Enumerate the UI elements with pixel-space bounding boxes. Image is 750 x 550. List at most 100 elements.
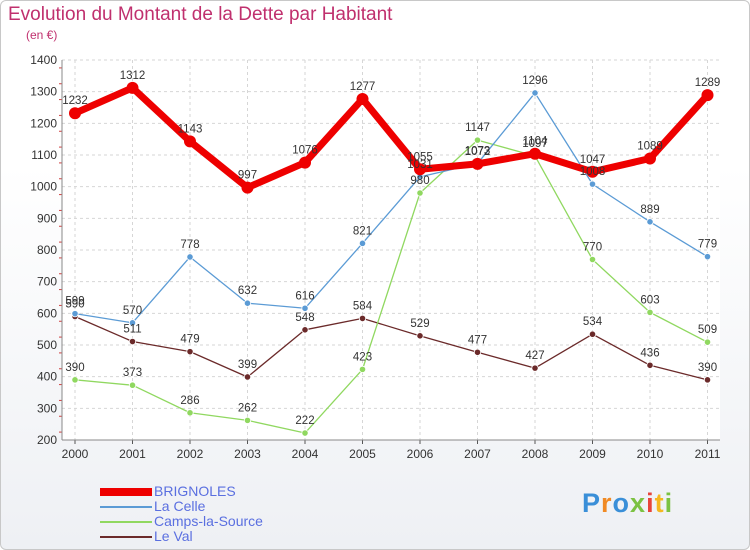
data-point (471, 157, 484, 170)
y-tick-label: 200 (37, 433, 57, 447)
data-point (243, 299, 252, 307)
x-tick-label: 2003 (234, 447, 261, 461)
data-label: 286 (180, 395, 199, 407)
x-tick-label: 2009 (579, 447, 606, 461)
logo-letter: x (630, 488, 647, 518)
data-point (358, 365, 367, 373)
series-line-la-celle (74, 92, 709, 324)
data-point (588, 180, 597, 188)
data-label: 779 (698, 239, 717, 251)
y-tick-label: 1100 (31, 148, 57, 162)
legend: BRIGNOLES La Celle Camps-la-Source Le Va… (100, 483, 320, 544)
data-point (473, 136, 482, 144)
data-point (301, 429, 309, 437)
y-tick-label: 1000 (30, 180, 57, 194)
data-point (646, 361, 654, 369)
data-label: 222 (295, 415, 314, 427)
legend-label: La Celle (154, 498, 206, 514)
data-label: 477 (468, 334, 487, 346)
data-point (588, 255, 597, 264)
data-label: 1147 (465, 122, 490, 134)
y-tick-label: 700 (37, 275, 57, 289)
y-tick-label: 900 (37, 211, 57, 225)
data-point (473, 348, 482, 356)
data-label: 1277 (350, 81, 376, 93)
legend-swatch (100, 506, 152, 508)
data-point (703, 376, 712, 384)
data-point (586, 165, 599, 178)
data-point (358, 239, 367, 247)
data-point (69, 107, 81, 120)
data-label: 584 (353, 300, 373, 312)
data-point (241, 181, 254, 194)
data-point (416, 332, 424, 340)
data-label: 1008 (580, 166, 606, 178)
y-tick-label: 1200 (30, 116, 57, 130)
data-label: 821 (353, 225, 372, 237)
data-point (529, 147, 541, 160)
y-tick-label: 800 (37, 243, 57, 257)
data-point (126, 81, 139, 94)
x-tick-label: 2011 (695, 447, 721, 461)
legend-item-la-celle[interactable]: La Celle (100, 498, 320, 514)
data-label: 534 (583, 316, 603, 328)
data-point (184, 135, 196, 148)
data-label: 1047 (580, 154, 606, 166)
series-line-le-val (74, 315, 709, 381)
logo-letter: t (654, 488, 665, 518)
data-point (71, 310, 79, 318)
data-label: 509 (698, 324, 717, 336)
data-label: 1072 (465, 146, 491, 158)
data-point (414, 163, 426, 176)
data-label: 1296 (522, 75, 548, 87)
data-label: 1104 (523, 136, 548, 148)
data-label: 889 (640, 204, 659, 216)
data-label: 427 (525, 350, 544, 362)
data-point (531, 364, 539, 372)
legend-label: Le Val (154, 528, 193, 544)
legend-label: BRIGNOLES (154, 483, 236, 499)
data-label: 997 (238, 170, 257, 182)
data-label: 479 (180, 334, 199, 346)
logo-letter: o (612, 488, 631, 518)
data-label: 770 (583, 242, 602, 254)
data-point (299, 156, 311, 169)
data-label: 1312 (120, 70, 146, 82)
data-label: 1031 (407, 159, 433, 171)
x-tick-label: 2008 (522, 447, 549, 461)
data-point (588, 330, 597, 338)
logo-letter: r (601, 488, 613, 518)
x-tick-label: 2004 (292, 447, 319, 461)
data-label: 373 (123, 367, 142, 379)
data-point (703, 253, 712, 261)
data-label: 436 (640, 347, 659, 359)
data-label: 603 (640, 294, 659, 306)
data-point (301, 304, 309, 312)
legend-item-camps-la-source[interactable]: Camps-la-Source (100, 513, 320, 529)
legend-item-brignoles[interactable]: BRIGNOLES (100, 483, 320, 499)
data-label: 511 (123, 324, 141, 336)
data-label: 1143 (178, 123, 203, 135)
legend-item-le-val[interactable]: Le Val (100, 528, 320, 544)
data-label: 1076 (292, 145, 318, 157)
data-label: 390 (698, 362, 717, 374)
data-point (186, 253, 194, 261)
x-tick-label: 2001 (119, 447, 146, 461)
logo-letter: i (664, 488, 674, 518)
x-tick-label: 2005 (349, 447, 376, 461)
data-point (128, 381, 137, 389)
data-point (358, 314, 367, 322)
series-line-brignoles (71, 84, 711, 192)
data-point (186, 409, 194, 417)
data-label: 570 (123, 305, 142, 317)
data-point (71, 376, 79, 384)
legend-swatch (100, 488, 152, 496)
data-label: 423 (353, 351, 372, 363)
data-label: 548 (295, 312, 314, 324)
data-label: 1089 (637, 140, 663, 152)
data-label: 1073 (465, 146, 491, 158)
data-point (128, 337, 137, 346)
data-point (243, 416, 252, 424)
data-point (703, 338, 712, 346)
